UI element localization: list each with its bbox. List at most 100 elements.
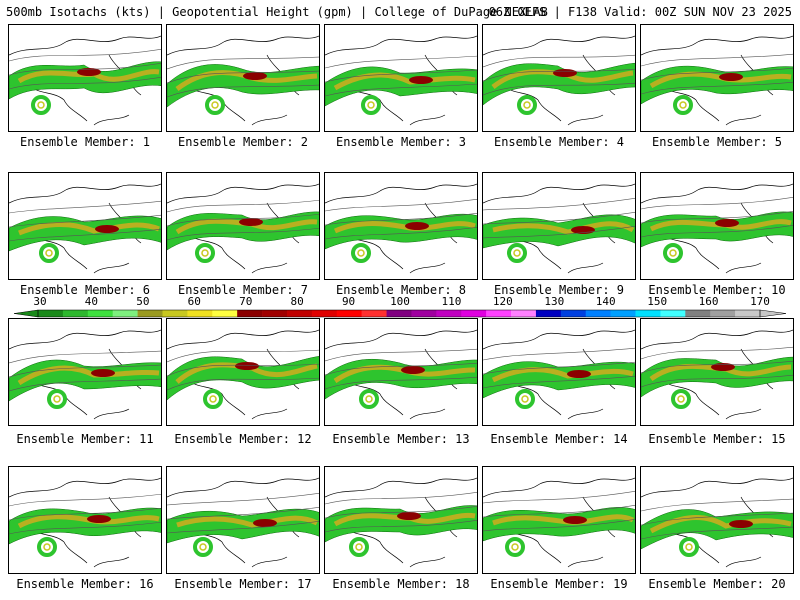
colorbar-tick-label: 70 [239, 295, 253, 308]
ensemble-member-label: Ensemble Member: 9 [493, 283, 625, 297]
isotach-band [167, 508, 319, 544]
ensemble-member-label: Ensemble Member: 18 [332, 577, 470, 591]
jet-maximum [235, 362, 259, 370]
cutoff-low-core [45, 249, 53, 257]
ensemble-member-label: Ensemble Member: 15 [648, 432, 786, 446]
ensemble-member-label: Ensemble Member: 20 [648, 577, 786, 591]
colorbar-swatch [710, 310, 736, 317]
cutoff-low [517, 95, 537, 115]
colorbar-tick-label: 60 [187, 295, 201, 308]
ensemble-panel-1 [8, 24, 162, 132]
jet-maximum [95, 225, 119, 233]
isotach-core [18, 221, 160, 236]
colorbar-swatch [461, 310, 487, 317]
coastline [641, 35, 793, 126]
ensemble-member-label: Ensemble Member: 10 [648, 283, 786, 297]
colorbar-swatch [511, 310, 537, 317]
jet-stream-map [9, 35, 161, 126]
height-contour [641, 67, 793, 81]
jet-stream-map [9, 183, 161, 274]
height-contour [325, 198, 477, 212]
cutoff-low-core [367, 101, 375, 109]
jet-maximum [715, 219, 739, 227]
height-contour [483, 490, 635, 504]
cutoff-low [673, 95, 693, 115]
jet-stream-map [483, 35, 635, 126]
jet-stream-map [483, 477, 635, 568]
height-contour [325, 519, 477, 533]
cutoff-low [205, 95, 225, 115]
colorbar-right-arrow [759, 309, 787, 318]
jet-maximum [243, 72, 267, 80]
ensemble-panel-13 [324, 318, 478, 426]
coastline [9, 477, 161, 568]
cutoff-low-core [669, 249, 677, 257]
height-contour [167, 377, 319, 391]
coastline [641, 183, 793, 274]
cutoff-low-core [211, 101, 219, 109]
height-contour [641, 53, 793, 67]
cutoff-low-core [521, 395, 529, 403]
colorbar-swatch [386, 310, 412, 317]
height-contour [325, 376, 477, 390]
cutoff-low-core [201, 249, 209, 257]
isotach-band [167, 211, 319, 251]
colorbar-swatch [187, 310, 213, 317]
jet-maximum [401, 366, 425, 374]
colorbar-left-arrow [13, 309, 39, 318]
jet-stream-map [167, 183, 319, 274]
height-contour [483, 68, 635, 82]
height-contour [641, 512, 793, 526]
jet-stream-map [641, 183, 793, 274]
isotach-band [325, 66, 477, 107]
colorbar-swatch [262, 310, 288, 317]
ensemble-panel-15 [640, 318, 794, 426]
ensemble-member-label: Ensemble Member: 8 [335, 283, 467, 297]
coastline [483, 183, 635, 274]
isotach-core [333, 72, 476, 91]
cutoff-low-core [679, 101, 687, 109]
cutoff-low [195, 243, 215, 263]
isotach-core [649, 515, 792, 534]
colorbar-tick-label: 80 [290, 295, 304, 308]
cutoff-low-core [37, 101, 45, 109]
colorbar-swatch [212, 310, 238, 317]
coastline [167, 183, 319, 274]
height-contour [325, 83, 477, 97]
colorbar-swatch [411, 310, 437, 317]
cutoff-low [679, 537, 699, 557]
height-contour [9, 364, 161, 378]
height-contour [167, 363, 319, 377]
coastline [483, 329, 635, 420]
cutoff-low [31, 95, 51, 115]
height-contour [167, 349, 319, 363]
coastline [325, 183, 477, 274]
jet-maximum [563, 516, 587, 524]
height-contour [167, 227, 319, 241]
height-contour [325, 505, 477, 519]
cutoff-low [361, 95, 381, 115]
colorbar-outline [37, 309, 761, 318]
height-contour [483, 197, 635, 211]
jet-maximum [91, 369, 115, 377]
ensemble-panel-5 [640, 24, 794, 132]
isotach-core [491, 367, 634, 383]
colorbar-swatch [38, 310, 64, 317]
height-contour [9, 493, 161, 507]
ensemble-panel-10 [640, 172, 794, 280]
jet-stream-map [167, 477, 319, 568]
jet-maximum [567, 370, 591, 378]
coastline [483, 35, 635, 126]
jet-stream-map [641, 477, 793, 568]
ensemble-member-label: Ensemble Member: 3 [335, 135, 467, 149]
ensemble-panel-2 [166, 24, 320, 132]
jet-maximum [405, 222, 429, 230]
height-contour [483, 211, 635, 225]
height-contour [641, 210, 793, 224]
cutoff-low-core [685, 543, 693, 551]
jet-stream-map [167, 329, 319, 420]
jet-maximum [397, 512, 421, 520]
isotach-core [492, 221, 635, 235]
isotach-colorbar [13, 309, 787, 318]
jet-maximum [253, 519, 277, 527]
